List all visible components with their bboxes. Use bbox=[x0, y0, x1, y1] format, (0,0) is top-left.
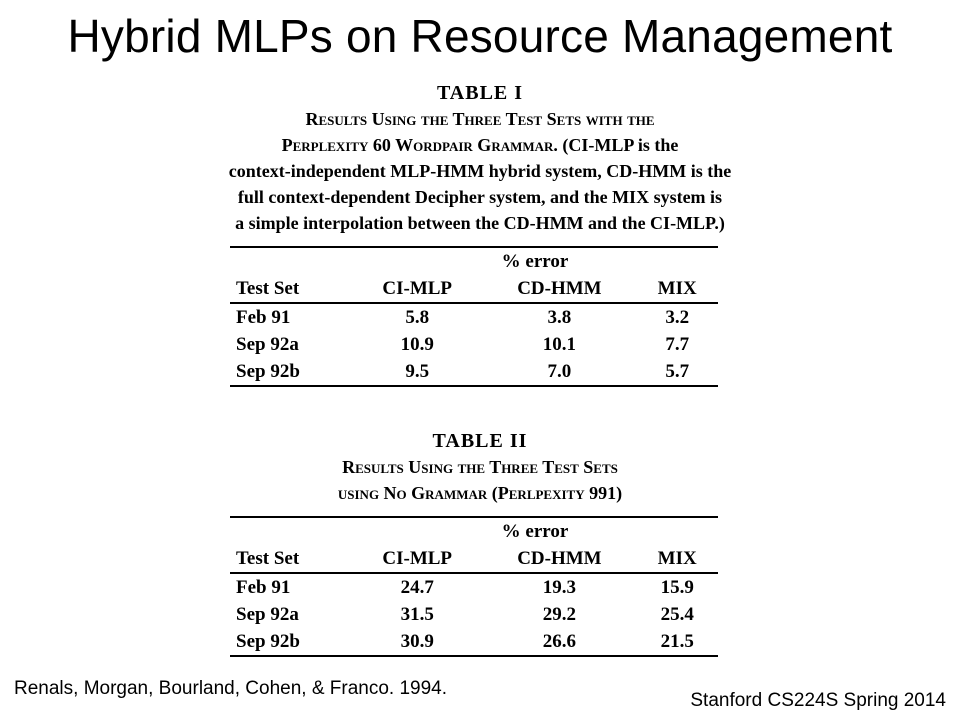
table2-caption: Results Using the Three Test Sets using … bbox=[150, 454, 810, 506]
table-cell: 24.7 bbox=[400, 576, 434, 598]
table2-block: TABLE II Results Using the Three Test Se… bbox=[150, 428, 810, 657]
table2-caption-line1-text: Results Using the Three Test Sets bbox=[342, 457, 618, 477]
table1-caption-line3: context-independent MLP-HMM hybrid syste… bbox=[228, 161, 732, 181]
table1-caption-line1: Results Using the Three Test Sets with t… bbox=[150, 106, 810, 132]
table-cell: Sep 92b bbox=[236, 360, 300, 382]
table2-subheader: % error bbox=[501, 520, 569, 542]
table-cell: 9.5 bbox=[405, 360, 430, 382]
table-cell: 10.9 bbox=[400, 333, 434, 355]
table-row: Feb 91 24.7 19.3 15.9 bbox=[230, 573, 718, 601]
table-cell: 7.0 bbox=[547, 360, 572, 382]
table2-caption-line2: using No Grammar (Perlpexity 991) bbox=[150, 480, 810, 506]
table-cell: Sep 92a bbox=[236, 603, 299, 625]
course-footer: Stanford CS224S Spring 2014 bbox=[690, 690, 946, 711]
table1-caption-line5: a simple interpolation between the CD-HM… bbox=[235, 213, 725, 233]
table-cell: 25.4 bbox=[660, 603, 694, 625]
table2-subheader-spacer bbox=[230, 517, 352, 545]
table1-subheader: % error bbox=[501, 250, 569, 272]
table1-subheader-row: % error bbox=[230, 247, 718, 275]
table1-block: TABLE I Results Using the Three Test Set… bbox=[150, 80, 810, 387]
table1-header-row: Test Set CI-MLP CD-HMM MIX bbox=[230, 275, 718, 304]
table-cell: Feb 91 bbox=[236, 306, 291, 328]
table1-col-header: MIX bbox=[636, 275, 718, 304]
table-cell: 31.5 bbox=[400, 603, 434, 625]
table-cell: 30.9 bbox=[400, 630, 434, 652]
table1-subheader-spacer bbox=[230, 247, 352, 275]
table2-col-header: CD-HMM bbox=[482, 545, 637, 574]
table-row: Sep 92b 30.9 26.6 21.5 bbox=[230, 628, 718, 656]
table1-col-header: CD-HMM bbox=[482, 275, 637, 304]
table1-caption-line2-rest: (CI-MLP is the bbox=[557, 135, 679, 155]
table1-col-header: CI-MLP bbox=[352, 275, 483, 304]
table2-label: TABLE II bbox=[432, 430, 528, 452]
table-cell: 19.3 bbox=[542, 576, 577, 598]
table-cell: 10.1 bbox=[542, 333, 577, 355]
table-row: Feb 91 5.8 3.8 3.2 bbox=[230, 303, 718, 331]
table1-caption-line4: full context-dependent Decipher system, … bbox=[237, 187, 723, 207]
table-cell: Sep 92a bbox=[236, 333, 299, 355]
table-cell: 29.2 bbox=[542, 603, 577, 625]
table-cell: 26.6 bbox=[542, 630, 577, 652]
table1-col-header: Test Set bbox=[230, 275, 352, 304]
source-citation: Renals, Morgan, Bourland, Cohen, & Franc… bbox=[14, 678, 448, 699]
table-cell: 5.8 bbox=[405, 306, 430, 328]
table1: % error Test Set CI-MLP CD-HMM MIX Feb 9… bbox=[230, 246, 718, 387]
table-cell: 3.2 bbox=[665, 306, 690, 328]
table1-caption: Results Using the Three Test Sets with t… bbox=[150, 106, 810, 236]
table1-caption-line2-sc: Perplexity 60 Wordpair Grammar. bbox=[281, 135, 558, 155]
table2-col-header: MIX bbox=[636, 545, 718, 574]
table2-col-header: Test Set bbox=[230, 545, 352, 574]
table2-col-header: CI-MLP bbox=[352, 545, 483, 574]
table-row: Sep 92a 10.9 10.1 7.7 bbox=[230, 331, 718, 358]
table-cell: Feb 91 bbox=[236, 576, 291, 598]
table-row: Sep 92b 9.5 7.0 5.7 bbox=[230, 358, 718, 386]
table1-label: TABLE I bbox=[436, 82, 524, 104]
table1-caption-line2: Perplexity 60 Wordpair Grammar. (CI-MLP … bbox=[150, 132, 810, 158]
table-cell: Sep 92b bbox=[236, 630, 300, 652]
table2-caption-line2-sc: using No Grammar bbox=[337, 483, 488, 503]
table-cell: 7.7 bbox=[665, 333, 690, 355]
table-cell: 21.5 bbox=[660, 630, 694, 652]
table1-caption-line1-text: Results Using the Three Test Sets with t… bbox=[305, 109, 655, 129]
table-row: Sep 92a 31.5 29.2 25.4 bbox=[230, 601, 718, 628]
table-cell: 3.8 bbox=[547, 306, 572, 328]
table2-subheader-row: % error bbox=[230, 517, 718, 545]
table-cell: 5.7 bbox=[665, 360, 690, 382]
table2: % error Test Set CI-MLP CD-HMM MIX Feb 9… bbox=[230, 516, 718, 657]
table2-caption-line2-rest: (Perlpexity 991) bbox=[487, 483, 623, 503]
slide-title: Hybrid MLPs on Resource Management bbox=[67, 10, 893, 62]
table-cell: 15.9 bbox=[660, 576, 694, 598]
table2-caption-line1: Results Using the Three Test Sets bbox=[150, 454, 810, 480]
table2-header-row: Test Set CI-MLP CD-HMM MIX bbox=[230, 545, 718, 574]
